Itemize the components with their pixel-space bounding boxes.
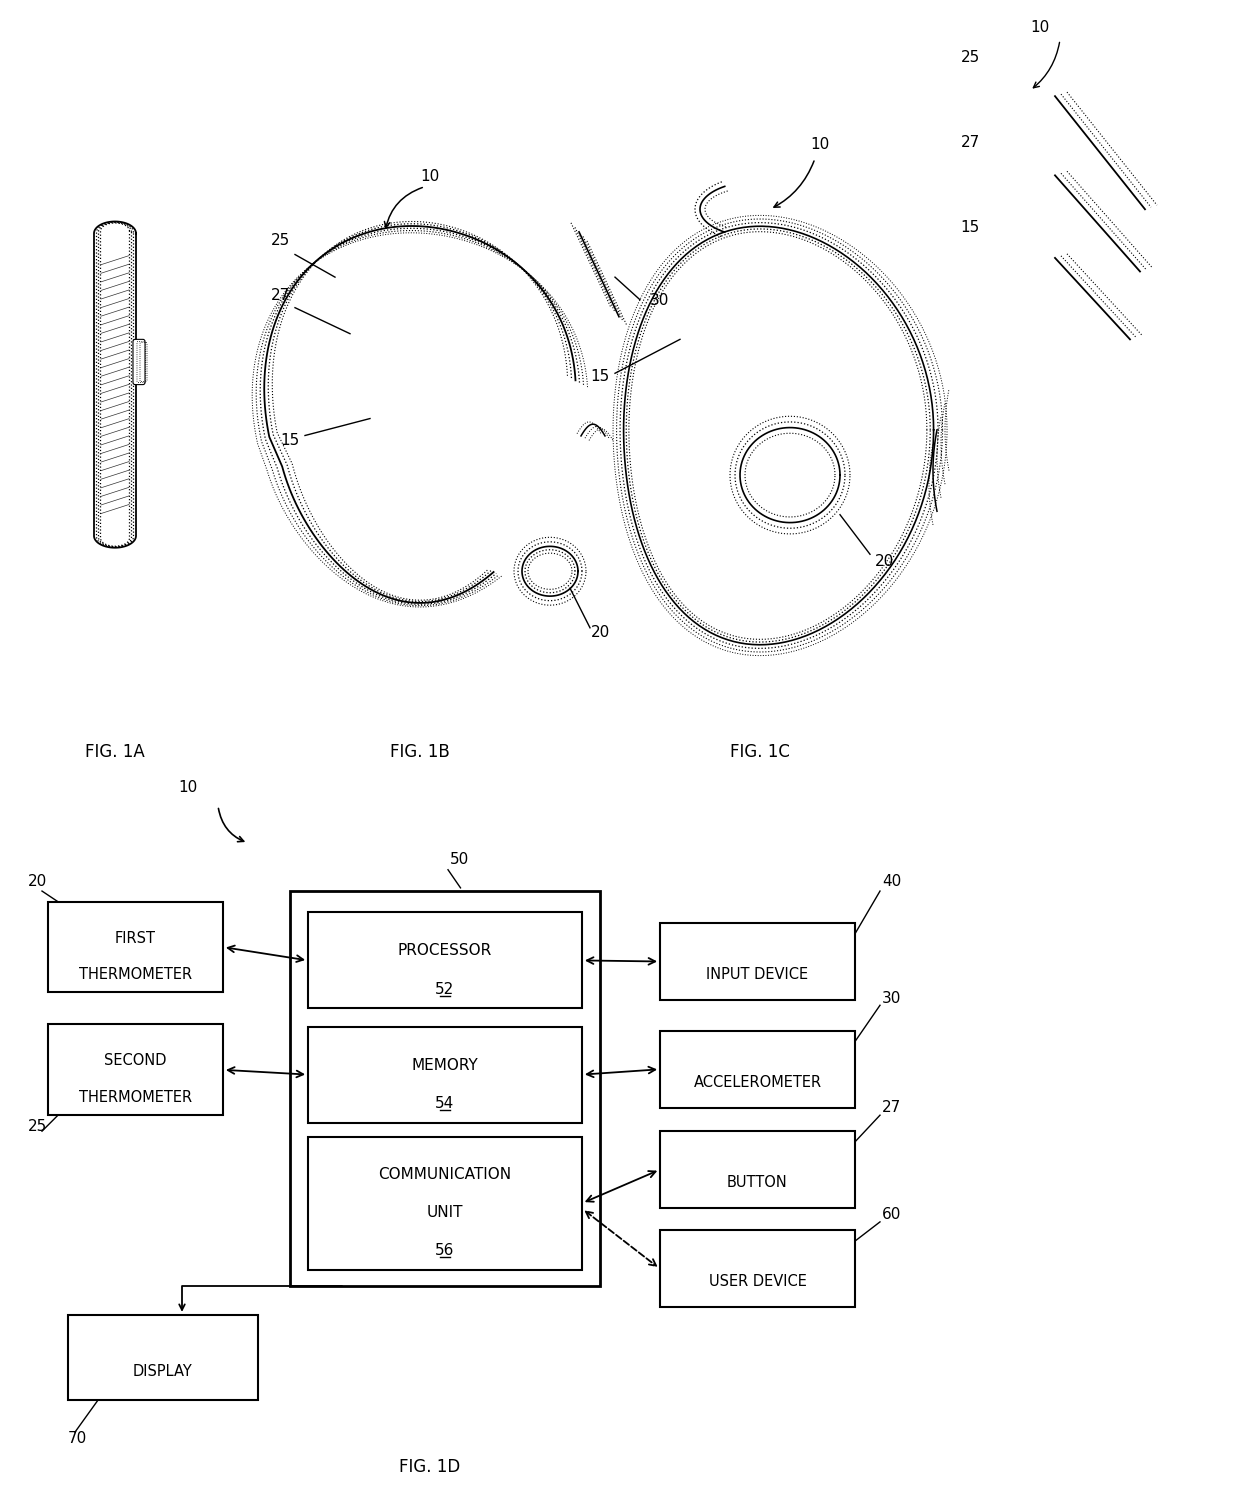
Text: 10: 10 [811,137,830,152]
Text: ACCELEROMETER: ACCELEROMETER [693,1074,822,1089]
Text: FIG. 1C: FIG. 1C [730,743,790,762]
Text: 30: 30 [882,991,901,1005]
Text: 50: 50 [450,853,469,868]
Text: 54: 54 [435,1097,455,1112]
Text: 20: 20 [590,624,610,639]
Text: COMMUNICATION: COMMUNICATION [378,1167,512,1182]
Text: 15: 15 [961,220,980,235]
Text: 30: 30 [650,293,670,308]
FancyBboxPatch shape [133,339,145,384]
Bar [660,1131,856,1209]
Text: FIG. 1A: FIG. 1A [86,743,145,762]
Text: 20: 20 [875,554,894,569]
Text: FIRST: FIRST [115,931,156,946]
Text: 10: 10 [1030,19,1049,34]
Text: 70: 70 [68,1431,87,1446]
Bar [660,1231,856,1307]
Bar [290,890,600,1286]
Text: INPUT DEVICE: INPUT DEVICE [707,967,808,982]
Text: 60: 60 [882,1207,901,1222]
Text: MEMORY: MEMORY [412,1058,479,1073]
Bar [308,1137,582,1270]
Text: 25: 25 [29,1119,47,1134]
Text: SECOND: SECOND [104,1053,166,1068]
Text: 27: 27 [882,1100,901,1115]
Text: FIG. 1B: FIG. 1B [391,743,450,762]
Text: 10: 10 [179,780,197,795]
Text: 27: 27 [270,288,290,303]
Text: 25: 25 [961,51,980,66]
Text: 27: 27 [961,134,980,149]
Bar [308,1026,582,1122]
Bar [660,923,856,999]
Bar [660,1031,856,1107]
Text: 25: 25 [270,233,290,248]
Text: 10: 10 [420,169,440,184]
Bar [308,913,582,1008]
Text: BUTTON: BUTTON [727,1174,787,1189]
Bar [48,1025,223,1115]
Text: DISPLAY: DISPLAY [133,1364,193,1379]
Text: THERMOMETER: THERMOMETER [79,1089,192,1104]
Text: 20: 20 [29,874,47,889]
Text: USER DEVICE: USER DEVICE [708,1274,806,1289]
Bar [48,902,223,992]
Text: PROCESSOR: PROCESSOR [398,943,492,958]
Text: UNIT: UNIT [427,1206,464,1221]
Text: 52: 52 [435,982,455,996]
Bar [68,1315,258,1400]
Text: 56: 56 [435,1243,455,1258]
Text: 15: 15 [590,369,610,384]
Text: THERMOMETER: THERMOMETER [79,967,192,982]
Text: 40: 40 [882,874,901,889]
Text: FIG. 1D: FIG. 1D [399,1458,460,1476]
Text: 15: 15 [280,433,300,448]
